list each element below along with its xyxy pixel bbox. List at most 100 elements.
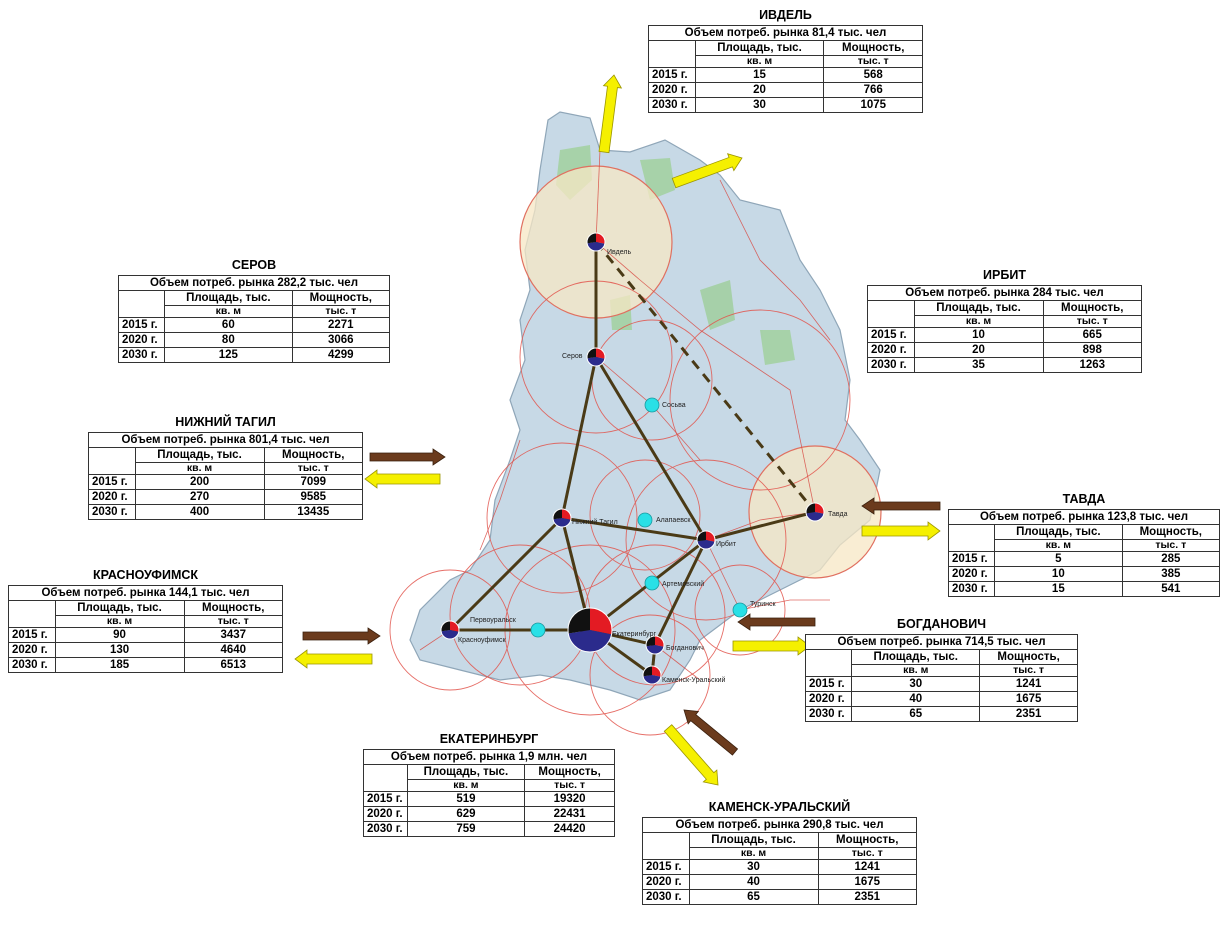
city-table-kamensk: Объем потреб. рынка 290,8 тыс. чел Площа… (642, 817, 917, 905)
city-block-irbit: ИРБИТ Объем потреб. рынка 284 тыс. чел Пл… (867, 268, 1142, 373)
city-table-ntagil: Объем потреб. рынка 801,4 тыс. чел Площа… (88, 432, 363, 520)
pie-marker-ivdel (586, 232, 606, 252)
area-cell: 629 (406, 806, 526, 822)
power-cell: 7099 (263, 474, 363, 490)
market-size: Объем потреб. рынка 81,4 тыс. чел (648, 25, 923, 41)
power-cell: 568 (823, 67, 923, 83)
table-row: 2015 г. 5 285 (947, 551, 1221, 567)
table-row: 2020 г. 130 4640 (8, 642, 283, 658)
empty-cell (8, 600, 56, 628)
table-row: 2030 г. 65 2351 (642, 889, 917, 905)
power-cell: 1263 (1042, 357, 1142, 373)
power-cell: 385 (1121, 566, 1221, 582)
inflow-arrow-2 (369, 448, 446, 466)
year-cell: 2015 г. (642, 859, 690, 875)
city-title: КРАСНОУФИМСК (92, 568, 199, 582)
area-header: Площадь, тыс. (694, 40, 825, 56)
empty-cell (648, 40, 696, 68)
inflow-arrow-10 (683, 709, 739, 756)
area-header: Площадь, тыс. (406, 764, 526, 780)
table-row: 2015 г. 30 1241 (804, 676, 1078, 692)
table-row: 2020 г. 40 1675 (642, 874, 917, 890)
table-row: 2030 г. 400 13435 (88, 504, 363, 520)
city-block-ivdel: ИВДЕЛЬ Объем потреб. рынка 81,4 тыс. чел … (648, 8, 923, 113)
inflow-arrow-8 (737, 613, 816, 631)
svg-text:Ирбит: Ирбит (716, 540, 737, 548)
area-cell: 40 (688, 874, 819, 890)
outflow-arrow-5 (861, 521, 941, 541)
market-size: Объем потреб. рынка 714,5 тыс. чел (805, 634, 1078, 650)
city-table-bogdanovich: Объем потреб. рынка 714,5 тыс. чел Площа… (804, 634, 1078, 722)
outflow-arrow-0 (598, 74, 623, 154)
power-unit: тыс. т (263, 462, 363, 475)
power-cell: 3437 (183, 627, 283, 643)
table-row: 2030 г. 65 2351 (804, 706, 1078, 722)
inflow-arrow-4 (861, 497, 941, 515)
area-cell: 10 (913, 327, 1044, 343)
area-cell: 759 (406, 821, 526, 837)
city-table-ekb: Объем потреб. рынка 1,9 млн. чел Площадь… (363, 749, 615, 837)
pie-marker-bogdanovich (645, 635, 665, 655)
svg-text:Екатеринбург: Екатеринбург (612, 630, 656, 638)
year-cell: 2020 г. (117, 332, 166, 348)
year-cell: 2015 г. (88, 474, 136, 490)
area-unit: кв. м (913, 315, 1044, 328)
pie-marker-ntagil (552, 508, 572, 528)
area-cell: 20 (694, 82, 825, 98)
empty-cell (867, 300, 915, 328)
empty-cell (117, 290, 166, 318)
year-cell: 2015 г. (648, 67, 696, 83)
area-cell: 30 (851, 676, 981, 692)
hub-markers (440, 232, 825, 685)
power-cell: 1075 (823, 97, 923, 113)
power-header: Мощность, (183, 600, 283, 616)
area-cell: 270 (134, 489, 265, 505)
city-title: ИРБИТ (983, 268, 1026, 282)
pie-marker-ekb (567, 607, 613, 653)
outflow-arrow-11 (663, 724, 719, 786)
power-unit: тыс. т (1042, 315, 1142, 328)
power-cell: 19320 (524, 791, 615, 807)
year-cell: 2015 г. (117, 317, 166, 333)
table-row: 2020 г. 629 22431 (363, 806, 615, 822)
svg-text:Серов: Серов (562, 353, 583, 360)
year-cell: 2015 г. (8, 627, 56, 643)
year-cell: 2030 г. (8, 657, 56, 673)
area-cell: 65 (688, 889, 819, 905)
table-row: 2015 г. 15 568 (648, 67, 923, 83)
flow-arrows (294, 74, 941, 786)
area-header: Площадь, тыс. (688, 832, 819, 848)
power-unit: тыс. т (291, 305, 391, 318)
power-cell: 2351 (817, 889, 917, 905)
year-cell: 2020 г. (648, 82, 696, 98)
year-cell: 2020 г. (8, 642, 56, 658)
market-size: Объем потреб. рынка 282,2 тыс. чел (118, 275, 390, 291)
outflow-arrow-9 (732, 636, 811, 656)
table-row: 2020 г. 40 1675 (804, 691, 1078, 707)
power-cell: 285 (1121, 551, 1221, 567)
city-table-serov: Объем потреб. рынка 282,2 тыс. чел Площа… (117, 275, 391, 363)
power-cell: 898 (1042, 342, 1142, 358)
area-cell: 400 (134, 504, 265, 520)
pie-marker-kamensk (642, 665, 662, 685)
area-cell: 200 (134, 474, 265, 490)
market-size: Объем потреб. рынка 123,8 тыс. чел (948, 509, 1220, 525)
pie-marker-krasnoufimsk (440, 620, 460, 640)
area-header: Площадь, тыс. (851, 649, 981, 665)
area-unit: кв. м (688, 847, 819, 860)
area-cell: 30 (694, 97, 825, 113)
svg-text:Нижний Тагил: Нижний Тагил (572, 518, 618, 526)
inflow-arrow-6 (302, 627, 381, 645)
power-cell: 22431 (524, 806, 615, 822)
power-cell: 2351 (979, 706, 1078, 722)
svg-text:Первоуральск: Первоуральск (470, 617, 517, 624)
svg-text:Тавда: Тавда (828, 511, 848, 518)
power-header: Мощность, (823, 40, 923, 56)
table-row: 2030 г. 35 1263 (867, 357, 1142, 373)
table-row: 2020 г. 80 3066 (117, 332, 391, 348)
outflow-arrow-3 (364, 469, 441, 489)
power-unit: тыс. т (183, 615, 283, 628)
pie-marker-serov (586, 347, 606, 367)
city-title: БОГДАНОВИЧ (897, 617, 986, 631)
area-cell: 40 (851, 691, 981, 707)
